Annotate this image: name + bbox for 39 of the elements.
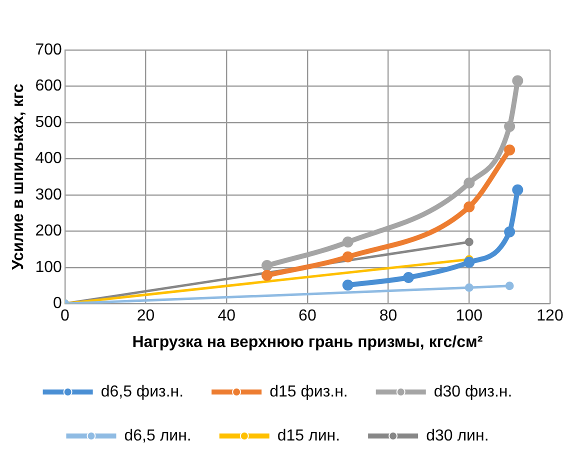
legend-label: d15 лин. (277, 427, 340, 444)
x-tick-label: 60 (298, 308, 316, 325)
y-tick-label: 200 (35, 222, 62, 240)
point (504, 226, 516, 238)
y-tick-label: 700 (35, 41, 62, 58)
legend-label: d30 лин. (426, 427, 489, 444)
point (512, 75, 524, 86)
x-tick-label: 120 (536, 308, 564, 325)
x-tick-label: 80 (379, 308, 398, 325)
point (464, 177, 475, 188)
y-tick-label: 300 (35, 186, 62, 204)
point (342, 280, 354, 291)
point (504, 144, 516, 156)
y-tick-label: 600 (35, 78, 62, 95)
y-tick-label: 100 (35, 258, 62, 276)
point (262, 270, 273, 281)
point (504, 120, 516, 132)
point (342, 236, 354, 248)
y-tick-label: 400 (35, 150, 62, 168)
x-axis-title: Нагрузка на верхнюю грань призмы, кгс/см² (132, 334, 483, 351)
point (464, 238, 474, 246)
x-tick-label: 40 (218, 308, 236, 325)
y-tick-label: 0 (52, 295, 62, 312)
x-tick-label: 100 (456, 308, 483, 325)
legend-label: d6,5 физ.н. (100, 383, 184, 400)
y-tick-label: 500 (35, 114, 62, 131)
point (262, 260, 273, 272)
point (512, 184, 524, 196)
point (342, 251, 354, 262)
point (464, 201, 475, 212)
point (464, 256, 475, 268)
point (403, 272, 414, 284)
legend-label: d6,5 лин. (124, 427, 192, 444)
point (464, 283, 474, 292)
point (505, 282, 514, 290)
x-tick-label: 20 (136, 308, 155, 325)
y-axis-title: Усилие в шпильках, кгс (10, 84, 28, 270)
legend-label: d15 физ.н. (270, 383, 348, 400)
legend-label: d30 физ.н. (434, 383, 512, 400)
